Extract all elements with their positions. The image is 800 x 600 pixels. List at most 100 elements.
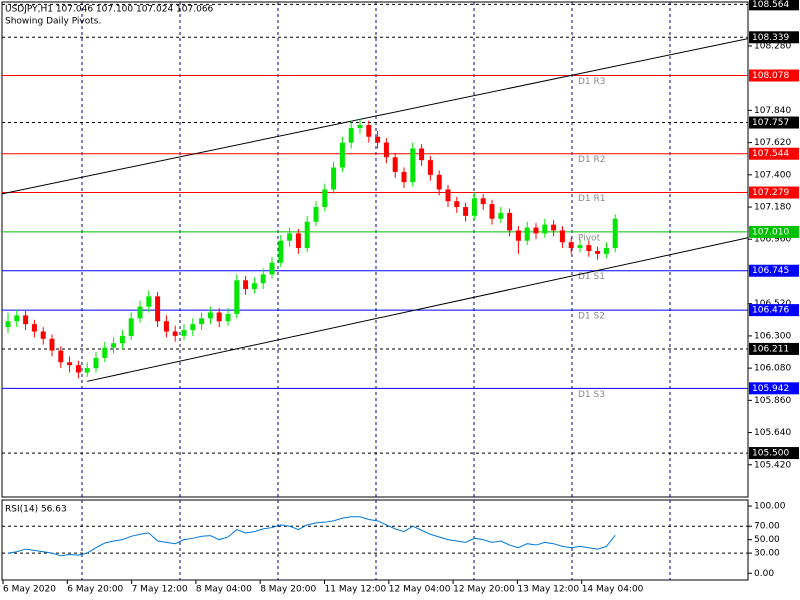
rsi-tick-label: 100.00 — [754, 502, 786, 512]
pivot-name: D1 R3 — [578, 77, 606, 87]
candle-body — [568, 242, 574, 249]
pivot-name: D1 R2 — [578, 155, 606, 165]
candle-body — [542, 224, 548, 234]
price-box-label: 107.279 — [752, 188, 789, 198]
candle-body — [146, 296, 152, 307]
candle-body — [111, 343, 117, 348]
x-tick-label: 7 May 12:00 — [132, 585, 188, 595]
price-box-label: 107.010 — [752, 227, 789, 237]
price-box — [749, 342, 799, 355]
rsi-tick-label: 50.00 — [754, 535, 780, 545]
candle-body — [234, 280, 240, 314]
trendline — [87, 237, 749, 382]
candle-body — [31, 324, 37, 332]
price-box-label: 108.339 — [752, 33, 789, 43]
candle-body — [190, 324, 196, 331]
candle-body — [216, 312, 222, 322]
candle-body — [498, 212, 504, 219]
price-box-label: 108.564 — [752, 0, 789, 10]
price-box — [749, 264, 799, 277]
candle-body — [199, 318, 205, 325]
y-tick-label: 107.840 — [754, 106, 791, 116]
candle-body — [119, 335, 125, 344]
candle-body — [163, 321, 169, 332]
candle-body — [603, 248, 609, 254]
candle-body — [480, 198, 486, 205]
candle-body — [375, 136, 381, 143]
price-box — [749, 0, 799, 11]
candle-body — [445, 189, 451, 202]
candle-body — [419, 148, 425, 161]
price-box-label: 105.942 — [752, 384, 789, 394]
candle-body — [58, 350, 64, 363]
candle-body — [260, 274, 266, 284]
y-tick-label: 105.860 — [754, 396, 791, 406]
candle-body — [243, 280, 249, 290]
candle-body — [40, 331, 46, 339]
x-tick-label: 11 May 12:00 — [325, 585, 387, 595]
candle-body — [559, 230, 565, 243]
price-box — [749, 447, 799, 460]
x-tick-label: 8 May 20:00 — [260, 585, 316, 595]
candle-body — [366, 125, 372, 137]
price-box — [749, 186, 799, 199]
candle-body — [533, 227, 539, 234]
y-tick-label: 107.400 — [754, 170, 791, 180]
candle-body — [322, 189, 328, 208]
candle-body — [295, 233, 301, 249]
candle-body — [225, 313, 231, 322]
candle-body — [84, 368, 90, 373]
price-box-label: 107.544 — [752, 149, 789, 159]
price-box-label: 107.757 — [752, 118, 789, 128]
candle-body — [515, 230, 521, 241]
candle-body — [471, 198, 477, 216]
x-tick-label: 6 May 2020 — [3, 585, 56, 595]
price-box-label: 105.500 — [752, 449, 789, 459]
x-tick-label: 12 May 20:00 — [453, 585, 515, 595]
candle-body — [427, 160, 433, 175]
rsi-panel — [1, 499, 749, 581]
x-tick-label: 13 May 12:00 — [517, 585, 579, 595]
rsi-tick-label: 70.00 — [754, 522, 780, 532]
rsi-line — [7, 516, 616, 557]
pivot-name: Pivot — [578, 233, 601, 243]
y-tick-label: 108.280 — [754, 41, 791, 51]
candle-body — [128, 318, 134, 336]
x-tick-label: 14 May 04:00 — [582, 585, 644, 595]
candle-body — [304, 221, 310, 249]
y-tick-label: 105.420 — [754, 460, 791, 470]
candle-body — [75, 365, 81, 373]
candle-body — [348, 127, 354, 143]
candle-body — [383, 142, 389, 158]
candle-body — [339, 142, 345, 168]
price-box — [749, 304, 799, 317]
pivot-name: D1 R1 — [578, 194, 606, 204]
x-tick-label: 6 May 20:00 — [67, 585, 123, 595]
candle-body — [586, 245, 592, 251]
y-tick-label: 105.640 — [754, 428, 791, 438]
candle-body — [137, 306, 143, 319]
candle-body — [454, 201, 460, 208]
candle-body — [410, 148, 416, 183]
x-tick-label: 8 May 04:00 — [196, 585, 252, 595]
price-box-label: 106.476 — [752, 306, 789, 316]
price-box — [749, 147, 799, 160]
candle-body — [489, 204, 495, 219]
pivot-name: D1 S3 — [578, 390, 605, 400]
candle-body — [436, 174, 442, 190]
candle-body — [102, 347, 108, 358]
candle-body — [392, 157, 398, 172]
candle-body — [207, 312, 213, 319]
candle-body — [67, 362, 73, 366]
trendline — [1, 38, 749, 195]
x-tick-label: 12 May 04:00 — [389, 585, 451, 595]
candle-body — [577, 245, 583, 249]
rsi-tick-label: 30.00 — [754, 549, 780, 559]
candle-body — [595, 250, 601, 254]
candle-body — [463, 207, 469, 216]
y-tick-label: 107.180 — [754, 203, 791, 213]
rsi-title: RSI(14) 56.63 — [5, 505, 67, 515]
candle-body — [612, 218, 618, 249]
y-tick-label: 107.620 — [754, 138, 791, 148]
